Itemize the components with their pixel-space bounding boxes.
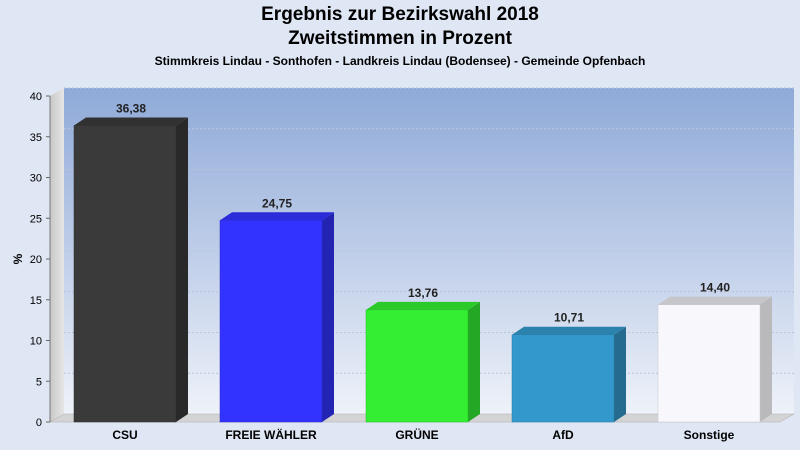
value-label: 24,75 — [262, 196, 292, 210]
bar-top — [366, 301, 480, 310]
labels: 36,38 CSU 24,75 FREIE WÄHLER 13,76 GRÜNE 10,71… — [112, 102, 734, 442]
y-tick-label: 40 — [30, 91, 42, 103]
y-tick-label: 30 — [30, 173, 42, 185]
bar-side — [468, 301, 480, 422]
bar-csu — [73, 117, 188, 423]
y-tick-label: 15 — [30, 295, 42, 307]
bar-front — [365, 309, 469, 423]
y-axis-label: % — [11, 253, 25, 264]
value-label: 14,40 — [700, 281, 730, 295]
bar-side — [614, 326, 626, 422]
y-tick-label: 5 — [36, 376, 42, 388]
bar-side — [176, 117, 188, 423]
x-tick-label: AfD — [552, 428, 574, 442]
y-tick-label: 10 — [30, 336, 42, 348]
y-tick-label: 35 — [30, 132, 42, 144]
bar-top — [512, 326, 626, 335]
bar-side — [760, 296, 772, 422]
value-label: 13,76 — [408, 286, 438, 300]
bar-top — [74, 117, 188, 126]
bar-front — [73, 125, 177, 423]
bar-front — [657, 304, 761, 423]
bars — [73, 117, 772, 423]
bar-sonstige — [657, 296, 772, 423]
plot-side-wall — [50, 88, 64, 422]
y-tick-label: 0 — [36, 417, 42, 429]
x-tick-label: CSU — [112, 428, 137, 442]
chart-title-line2: Zweitstimmen in Prozent — [288, 28, 512, 49]
value-label: 36,38 — [116, 102, 146, 116]
bar-side — [322, 212, 334, 422]
bar-freie-w-hler — [219, 212, 334, 423]
value-label: 10,71 — [554, 311, 584, 325]
chart-title: Ergebnis zur Bezirkswahl 2018 — [261, 4, 539, 25]
bar-front — [511, 334, 615, 423]
chart-subtitle: Stimmkreis Lindau - Sonthofen - Landkrei… — [154, 54, 646, 68]
bar-top — [220, 212, 334, 221]
x-tick-label: FREIE WÄHLER — [225, 427, 317, 442]
bar-top — [658, 296, 772, 305]
x-tick-label: GRÜNE — [395, 427, 438, 442]
x-tick-label: Sonstige — [684, 428, 735, 442]
bar-afd — [511, 326, 626, 423]
y-tick-label: 20 — [30, 254, 42, 266]
bar-front — [219, 220, 323, 423]
y-tick-label: 25 — [30, 213, 42, 225]
bar-gr-ne — [365, 301, 480, 423]
y-axis: 0 5 10 15 20 25 30 35 40% — [11, 91, 51, 429]
